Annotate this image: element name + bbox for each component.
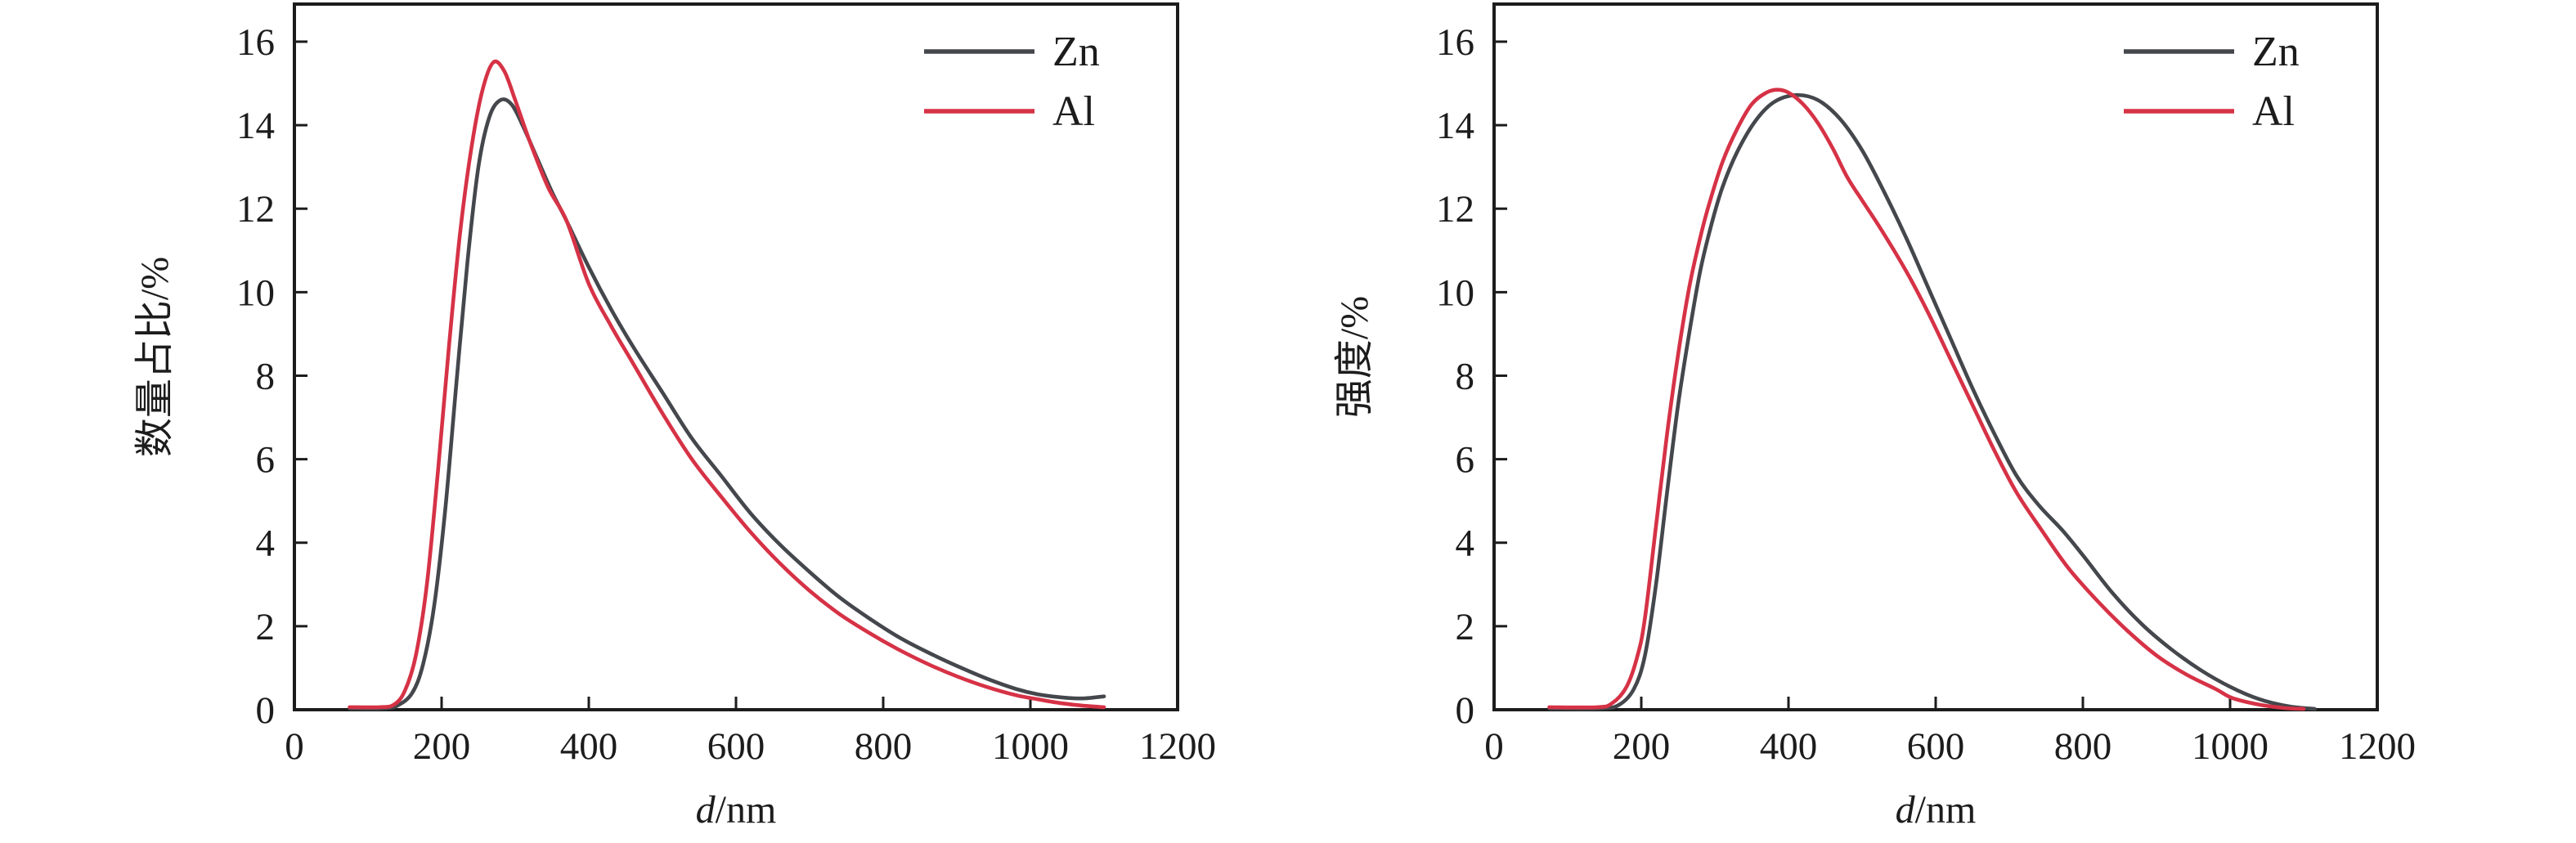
y-tick-label: 14	[1436, 105, 1474, 147]
y-tick-label: 16	[236, 21, 275, 64]
x-tick-label: 200	[413, 725, 471, 768]
x-axis-title: d/nm	[1896, 788, 1977, 832]
x-tick-label: 600	[1907, 725, 1965, 768]
x-tick-label: 0	[285, 725, 304, 768]
legend-label-al: Al	[2252, 88, 2295, 135]
plot-frame	[293, 2, 1179, 711]
y-tick-label: 4	[256, 522, 276, 565]
legend: Zn Al	[924, 29, 1100, 135]
y-tick-label: 14	[236, 105, 275, 147]
y-tick-label: 16	[1436, 21, 1474, 64]
x-tick-label: 1000	[992, 725, 1069, 768]
y-tick-label: 0	[1456, 689, 1475, 732]
curve-zn	[348, 97, 1106, 711]
x-tick-label: 1000	[2192, 725, 2269, 768]
legend-label-zn: Zn	[2252, 29, 2300, 75]
curve-al	[348, 59, 1106, 710]
x-tick-label: 0	[1484, 725, 1504, 768]
y-tick-label: 6	[1456, 439, 1475, 482]
x-tick-label: 400	[560, 725, 618, 768]
y-tick-label: 8	[256, 355, 276, 397]
y-tick-label: 8	[1456, 355, 1475, 397]
plot-frame	[1492, 2, 2379, 711]
legend: Zn Al	[2124, 29, 2300, 135]
x-tick-label: 400	[1760, 725, 1818, 768]
y-tick-label: 10	[1436, 271, 1474, 314]
legend-label-zn: Zn	[1052, 29, 1100, 75]
curve-al	[1547, 87, 2306, 711]
x-tick-label: 200	[1613, 725, 1671, 768]
y-tick-label: 12	[1436, 188, 1474, 231]
x-tick-label: 800	[2054, 725, 2112, 768]
y-tick-label: 10	[236, 271, 275, 314]
y-tick-label: 2	[1456, 606, 1475, 648]
y-tick-label: 4	[1456, 522, 1475, 565]
series	[348, 59, 1106, 711]
y-axis-title: 数量占比/%	[133, 257, 177, 457]
curve-zn	[1547, 92, 2317, 711]
series	[1547, 87, 2317, 711]
y-tick-label: 12	[236, 188, 275, 231]
x-axis-title: d/nm	[696, 788, 777, 832]
y-axis-title: 强度/%	[1333, 296, 1376, 418]
axes: 0 200 400 600 800 1000 1200 0 2 4 6 8 10 12 14 16	[1436, 2, 2416, 768]
y-tick-label: 6	[256, 439, 276, 482]
y-tick-label: 0	[256, 689, 276, 732]
axes: 0 200 400 600 800 1000 1200 0 2 4 6 8 10 12 14 16	[236, 2, 1216, 768]
x-tick-label: 800	[855, 725, 913, 768]
x-tick-label: 1200	[2339, 725, 2416, 768]
y-tick-label: 2	[256, 606, 276, 648]
x-tick-label: 600	[707, 725, 765, 768]
legend-label-al: Al	[1052, 88, 1095, 135]
x-tick-label: 1200	[1139, 725, 1216, 768]
